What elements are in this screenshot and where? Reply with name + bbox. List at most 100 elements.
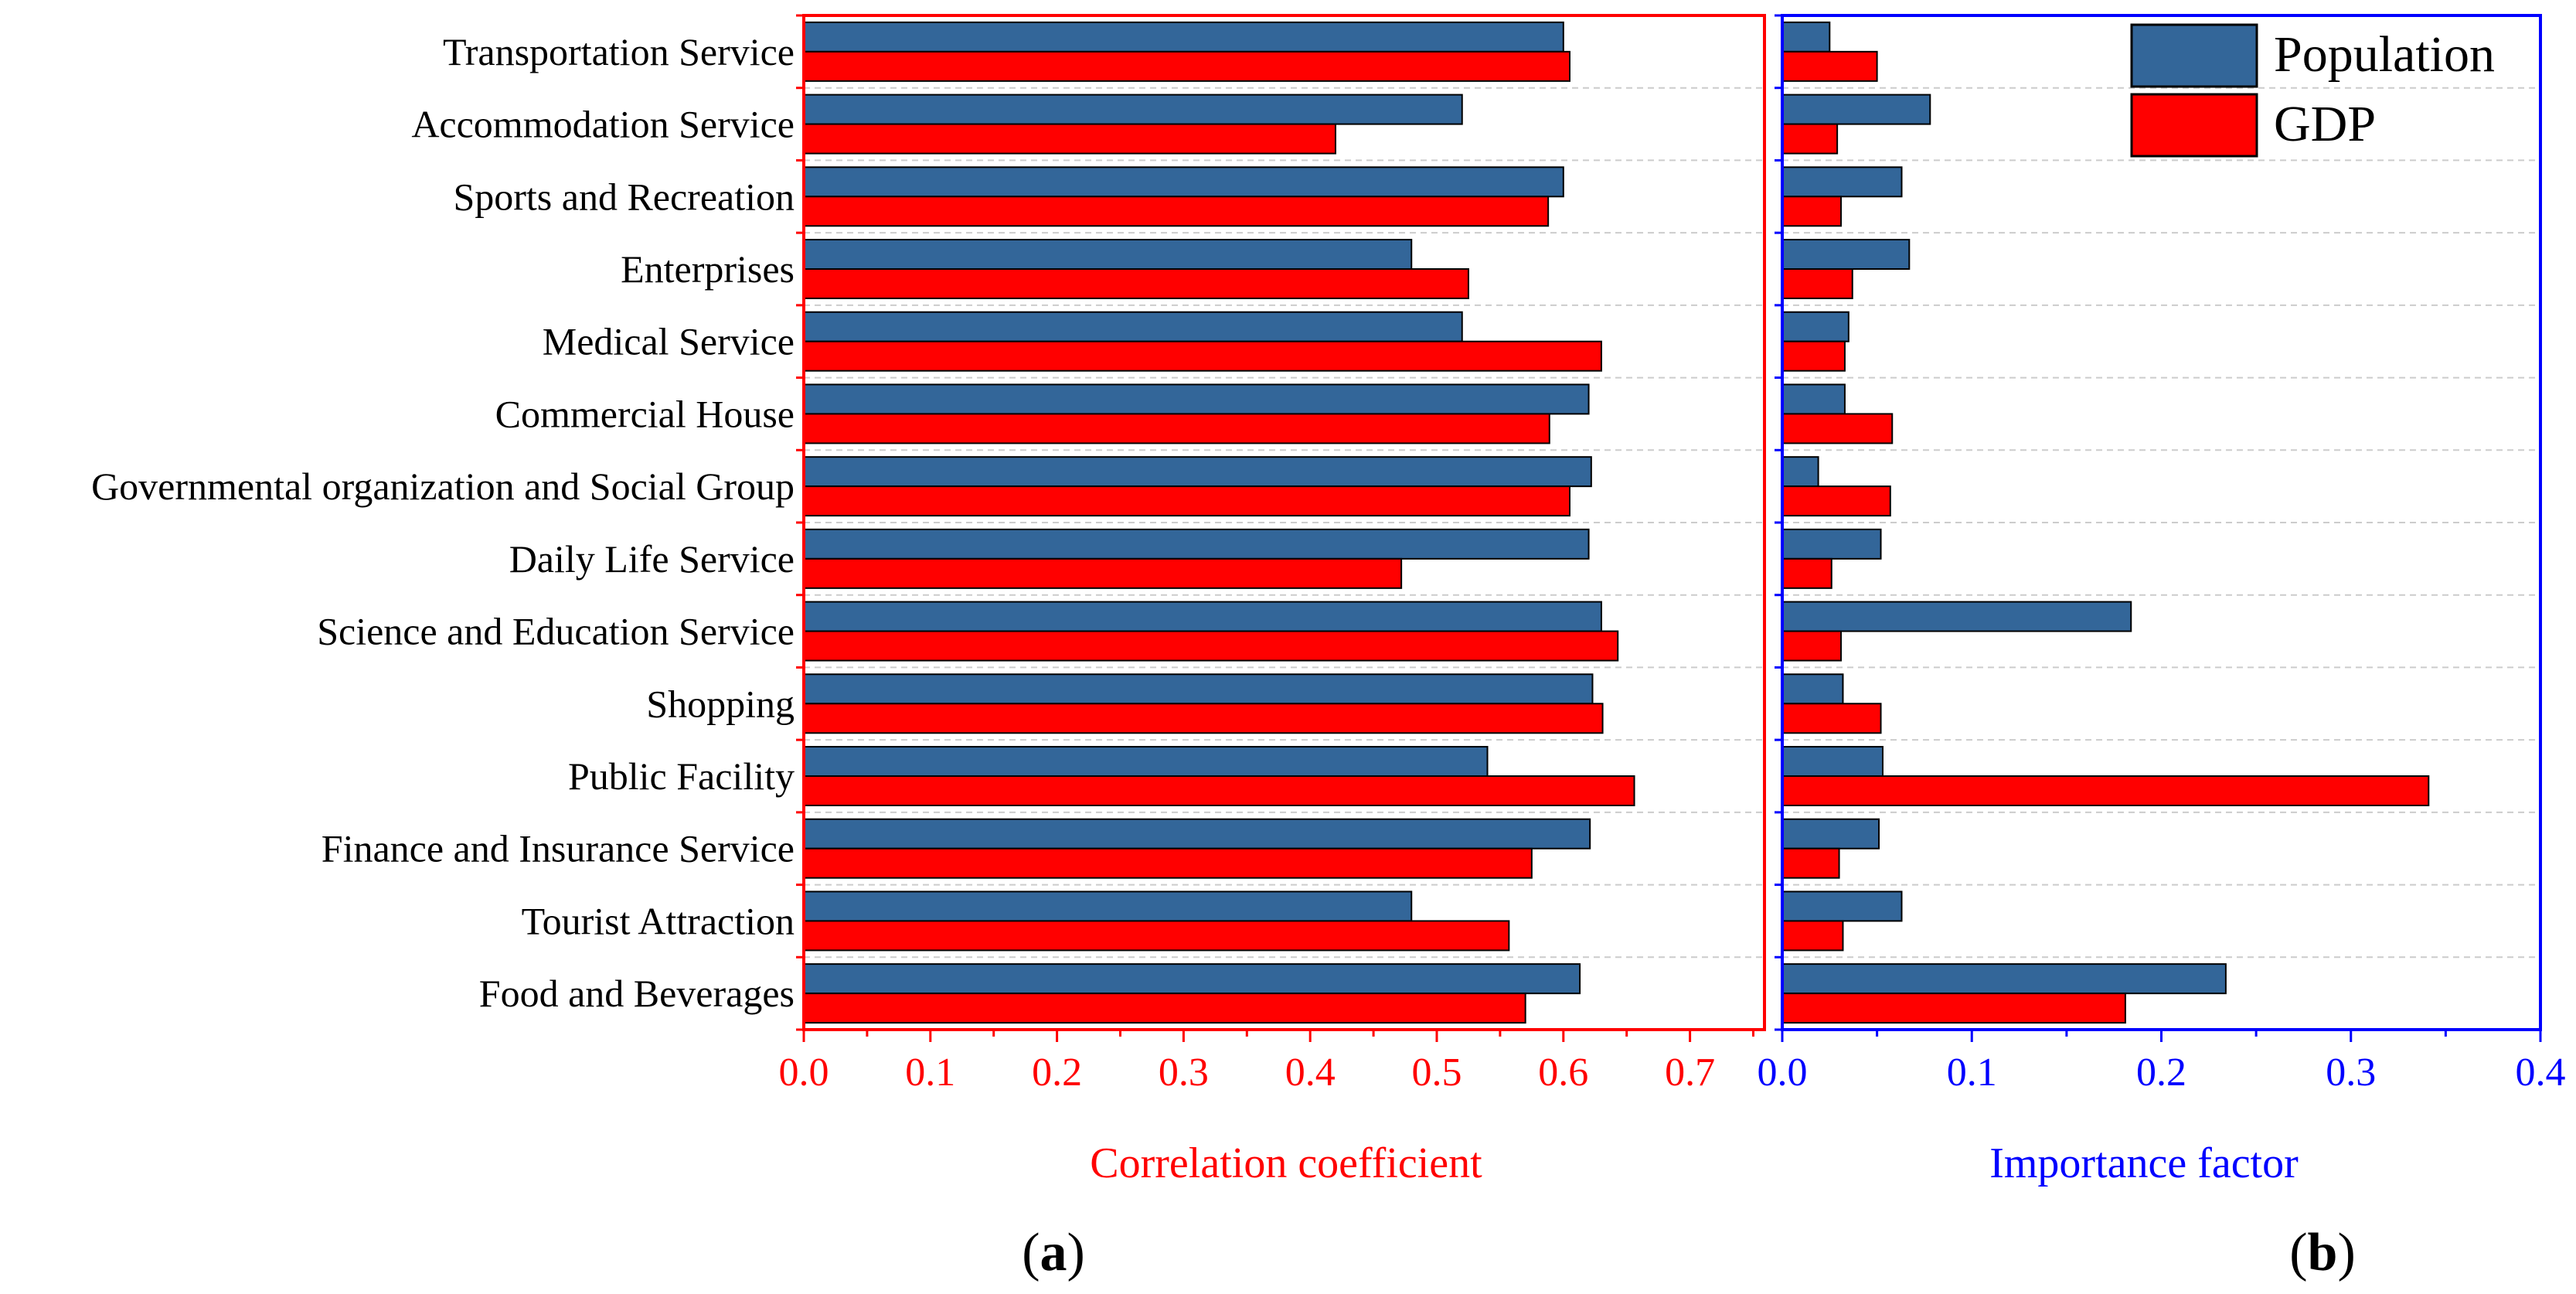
x-tick-label: 0.7 (1665, 1051, 1715, 1095)
population-bar (803, 383, 1590, 415)
category-label: Public Facility (568, 754, 795, 798)
panel-b-label: (b) (2289, 1223, 2356, 1282)
gdp-bar (1781, 123, 1839, 155)
x-tick-label: 0.1 (905, 1051, 955, 1095)
population-bar (803, 673, 1594, 705)
population-bar (803, 818, 1591, 850)
category-label: Science and Education Service (317, 610, 795, 653)
population-bar (803, 890, 1413, 922)
population-bar (1781, 21, 1831, 53)
panel-a-label-letter: a (1040, 1223, 1067, 1282)
gdp-bar (1781, 50, 1878, 82)
gdp-bar (1781, 340, 1846, 372)
panel-b-label-close: ) (2337, 1223, 2355, 1282)
x-tick-label: 0.1 (1947, 1051, 1997, 1095)
gdp-bar (803, 196, 1550, 227)
gdp-bar (803, 50, 1570, 82)
population-bar (1781, 818, 1880, 850)
gdp-bar (803, 413, 1550, 444)
category-label: Enterprises (621, 247, 795, 291)
population-bar (803, 963, 1581, 995)
population-bar (1781, 601, 2132, 632)
population-bar (803, 601, 1602, 632)
population-bar (1781, 94, 1931, 125)
gdp-bar (1781, 485, 1891, 517)
panel-a-gridlines (804, 87, 1764, 959)
category-label: Tourist Attraction (522, 899, 795, 942)
gdp-bar (803, 123, 1336, 155)
panel-b-gridlines (1782, 87, 2540, 959)
population-bar (1781, 166, 1903, 198)
gdp-bar (803, 703, 1604, 734)
gdp-bar (803, 847, 1533, 879)
gdp-bar (803, 920, 1510, 952)
category-label: Sports and Recreation (453, 175, 795, 218)
gdp-bar (1781, 847, 1840, 879)
gdp-bar (1781, 268, 1853, 299)
gdp-bar (1781, 703, 1882, 734)
category-labels: Transportation Service Accommodation Serv… (91, 30, 795, 1015)
panel-a-label: (a) (1022, 1223, 1085, 1282)
population-bar (803, 528, 1590, 560)
gdp-bar (1781, 413, 1894, 444)
gdp-bar (803, 993, 1526, 1024)
gdp-bar (803, 630, 1619, 662)
x-tick-label: 0.6 (1538, 1051, 1588, 1095)
gdp-bar (803, 268, 1469, 299)
population-bar (1781, 528, 1882, 560)
category-label: Shopping (646, 682, 795, 725)
panel-a-label-close: ) (1067, 1223, 1085, 1282)
population-bar (803, 239, 1413, 270)
panel-b-x-axis: 0.0 0.1 0.2 0.3 0.4 (1758, 14, 2566, 1095)
x-tick-label: 0.5 (1412, 1051, 1462, 1095)
population-bar (803, 21, 1564, 53)
population-bar (803, 311, 1463, 342)
panel-a-label-open: ( (1022, 1223, 1040, 1282)
panel-b-label-letter: b (2308, 1223, 2338, 1282)
population-bar (1781, 963, 2227, 995)
gdp-bar (1781, 775, 2430, 806)
category-label: Food and Beverages (479, 972, 795, 1015)
category-label: Daily Life Service (509, 537, 795, 581)
gdp-bar (803, 485, 1570, 517)
population-bar (1781, 673, 1844, 705)
population-bar (803, 456, 1592, 488)
x-tick-label: 0.0 (779, 1051, 829, 1095)
x-tick-label: 0.3 (1159, 1051, 1209, 1095)
x-tick-label: 0.2 (2136, 1051, 2186, 1095)
population-bar (803, 166, 1564, 198)
population-bar (1781, 383, 1846, 415)
population-bar (1781, 311, 1849, 342)
category-label: Finance and Insurance Service (322, 827, 795, 870)
legend-swatch-gdp (2130, 93, 2258, 158)
panel-a-x-axis: 0.0 0.1 0.2 0.3 0.4 0.5 0.6 0.7 (779, 14, 1754, 1095)
gdp-bar (1781, 993, 2126, 1024)
population-bar (1781, 239, 1911, 270)
population-bar (803, 746, 1489, 777)
gdp-bar (1781, 630, 1843, 662)
x-tick-label: 0.4 (2516, 1051, 2566, 1095)
gdp-bar (1781, 557, 1832, 589)
population-bar (1781, 746, 1884, 777)
legend-label-population: Population (2274, 26, 2495, 83)
population-bar (1781, 890, 1903, 922)
panel-b-x-axis-title: Importance factor (1989, 1139, 2299, 1187)
legend-label-gdp: GDP (2274, 96, 2376, 152)
population-bar (803, 94, 1463, 125)
gdp-bar (1781, 920, 1844, 952)
category-label: Medical Service (543, 320, 795, 363)
category-label: Governmental organization and Social Gro… (91, 465, 795, 508)
x-tick-label: 0.3 (2326, 1051, 2376, 1095)
legend: Population GDP (2130, 23, 2495, 158)
gdp-bar (1781, 196, 1843, 227)
panel-b-label-open: ( (2289, 1223, 2307, 1282)
gdp-bar (803, 340, 1602, 372)
gdp-bar (803, 775, 1635, 806)
category-label: Transportation Service (443, 30, 795, 73)
population-bar (1781, 456, 1819, 488)
gdp-bar (803, 557, 1403, 589)
category-label: Commercial House (495, 392, 795, 435)
panel-a-bars (803, 21, 1635, 1024)
x-tick-label: 0.4 (1285, 1051, 1336, 1095)
x-tick-label: 0.0 (1758, 1051, 1808, 1095)
